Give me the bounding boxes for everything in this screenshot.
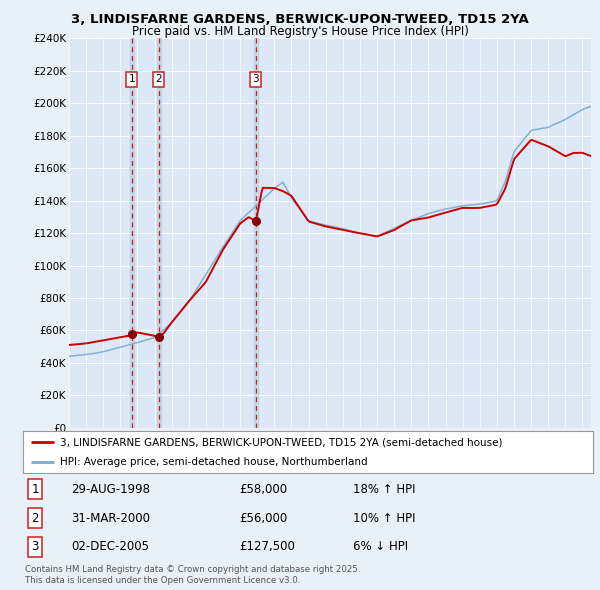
Text: £127,500: £127,500 [239, 540, 295, 553]
Text: 1: 1 [32, 483, 39, 496]
Text: 3, LINDISFARNE GARDENS, BERWICK-UPON-TWEED, TD15 2YA: 3, LINDISFARNE GARDENS, BERWICK-UPON-TWE… [71, 13, 529, 26]
Text: 3: 3 [253, 74, 259, 84]
Bar [157, 38, 161, 428]
Text: £56,000: £56,000 [239, 512, 287, 525]
Text: 2: 2 [155, 74, 162, 84]
Text: 02-DEC-2005: 02-DEC-2005 [71, 540, 149, 553]
Text: 10% ↑ HPI: 10% ↑ HPI [353, 512, 416, 525]
Bar [130, 38, 134, 428]
Text: 18% ↑ HPI: 18% ↑ HPI [353, 483, 416, 496]
Bar [254, 38, 258, 428]
Text: HPI: Average price, semi-detached house, Northumberland: HPI: Average price, semi-detached house,… [60, 457, 367, 467]
Text: 1: 1 [128, 74, 135, 84]
Text: Contains HM Land Registry data © Crown copyright and database right 2025.
This d: Contains HM Land Registry data © Crown c… [25, 565, 361, 585]
Text: 3, LINDISFARNE GARDENS, BERWICK-UPON-TWEED, TD15 2YA (semi-detached house): 3, LINDISFARNE GARDENS, BERWICK-UPON-TWE… [60, 437, 502, 447]
Text: £58,000: £58,000 [239, 483, 287, 496]
Text: 2: 2 [32, 512, 39, 525]
Text: 3: 3 [32, 540, 39, 553]
Text: 29-AUG-1998: 29-AUG-1998 [71, 483, 150, 496]
Text: 31-MAR-2000: 31-MAR-2000 [71, 512, 150, 525]
Text: 6% ↓ HPI: 6% ↓ HPI [353, 540, 409, 553]
Text: Price paid vs. HM Land Registry's House Price Index (HPI): Price paid vs. HM Land Registry's House … [131, 25, 469, 38]
